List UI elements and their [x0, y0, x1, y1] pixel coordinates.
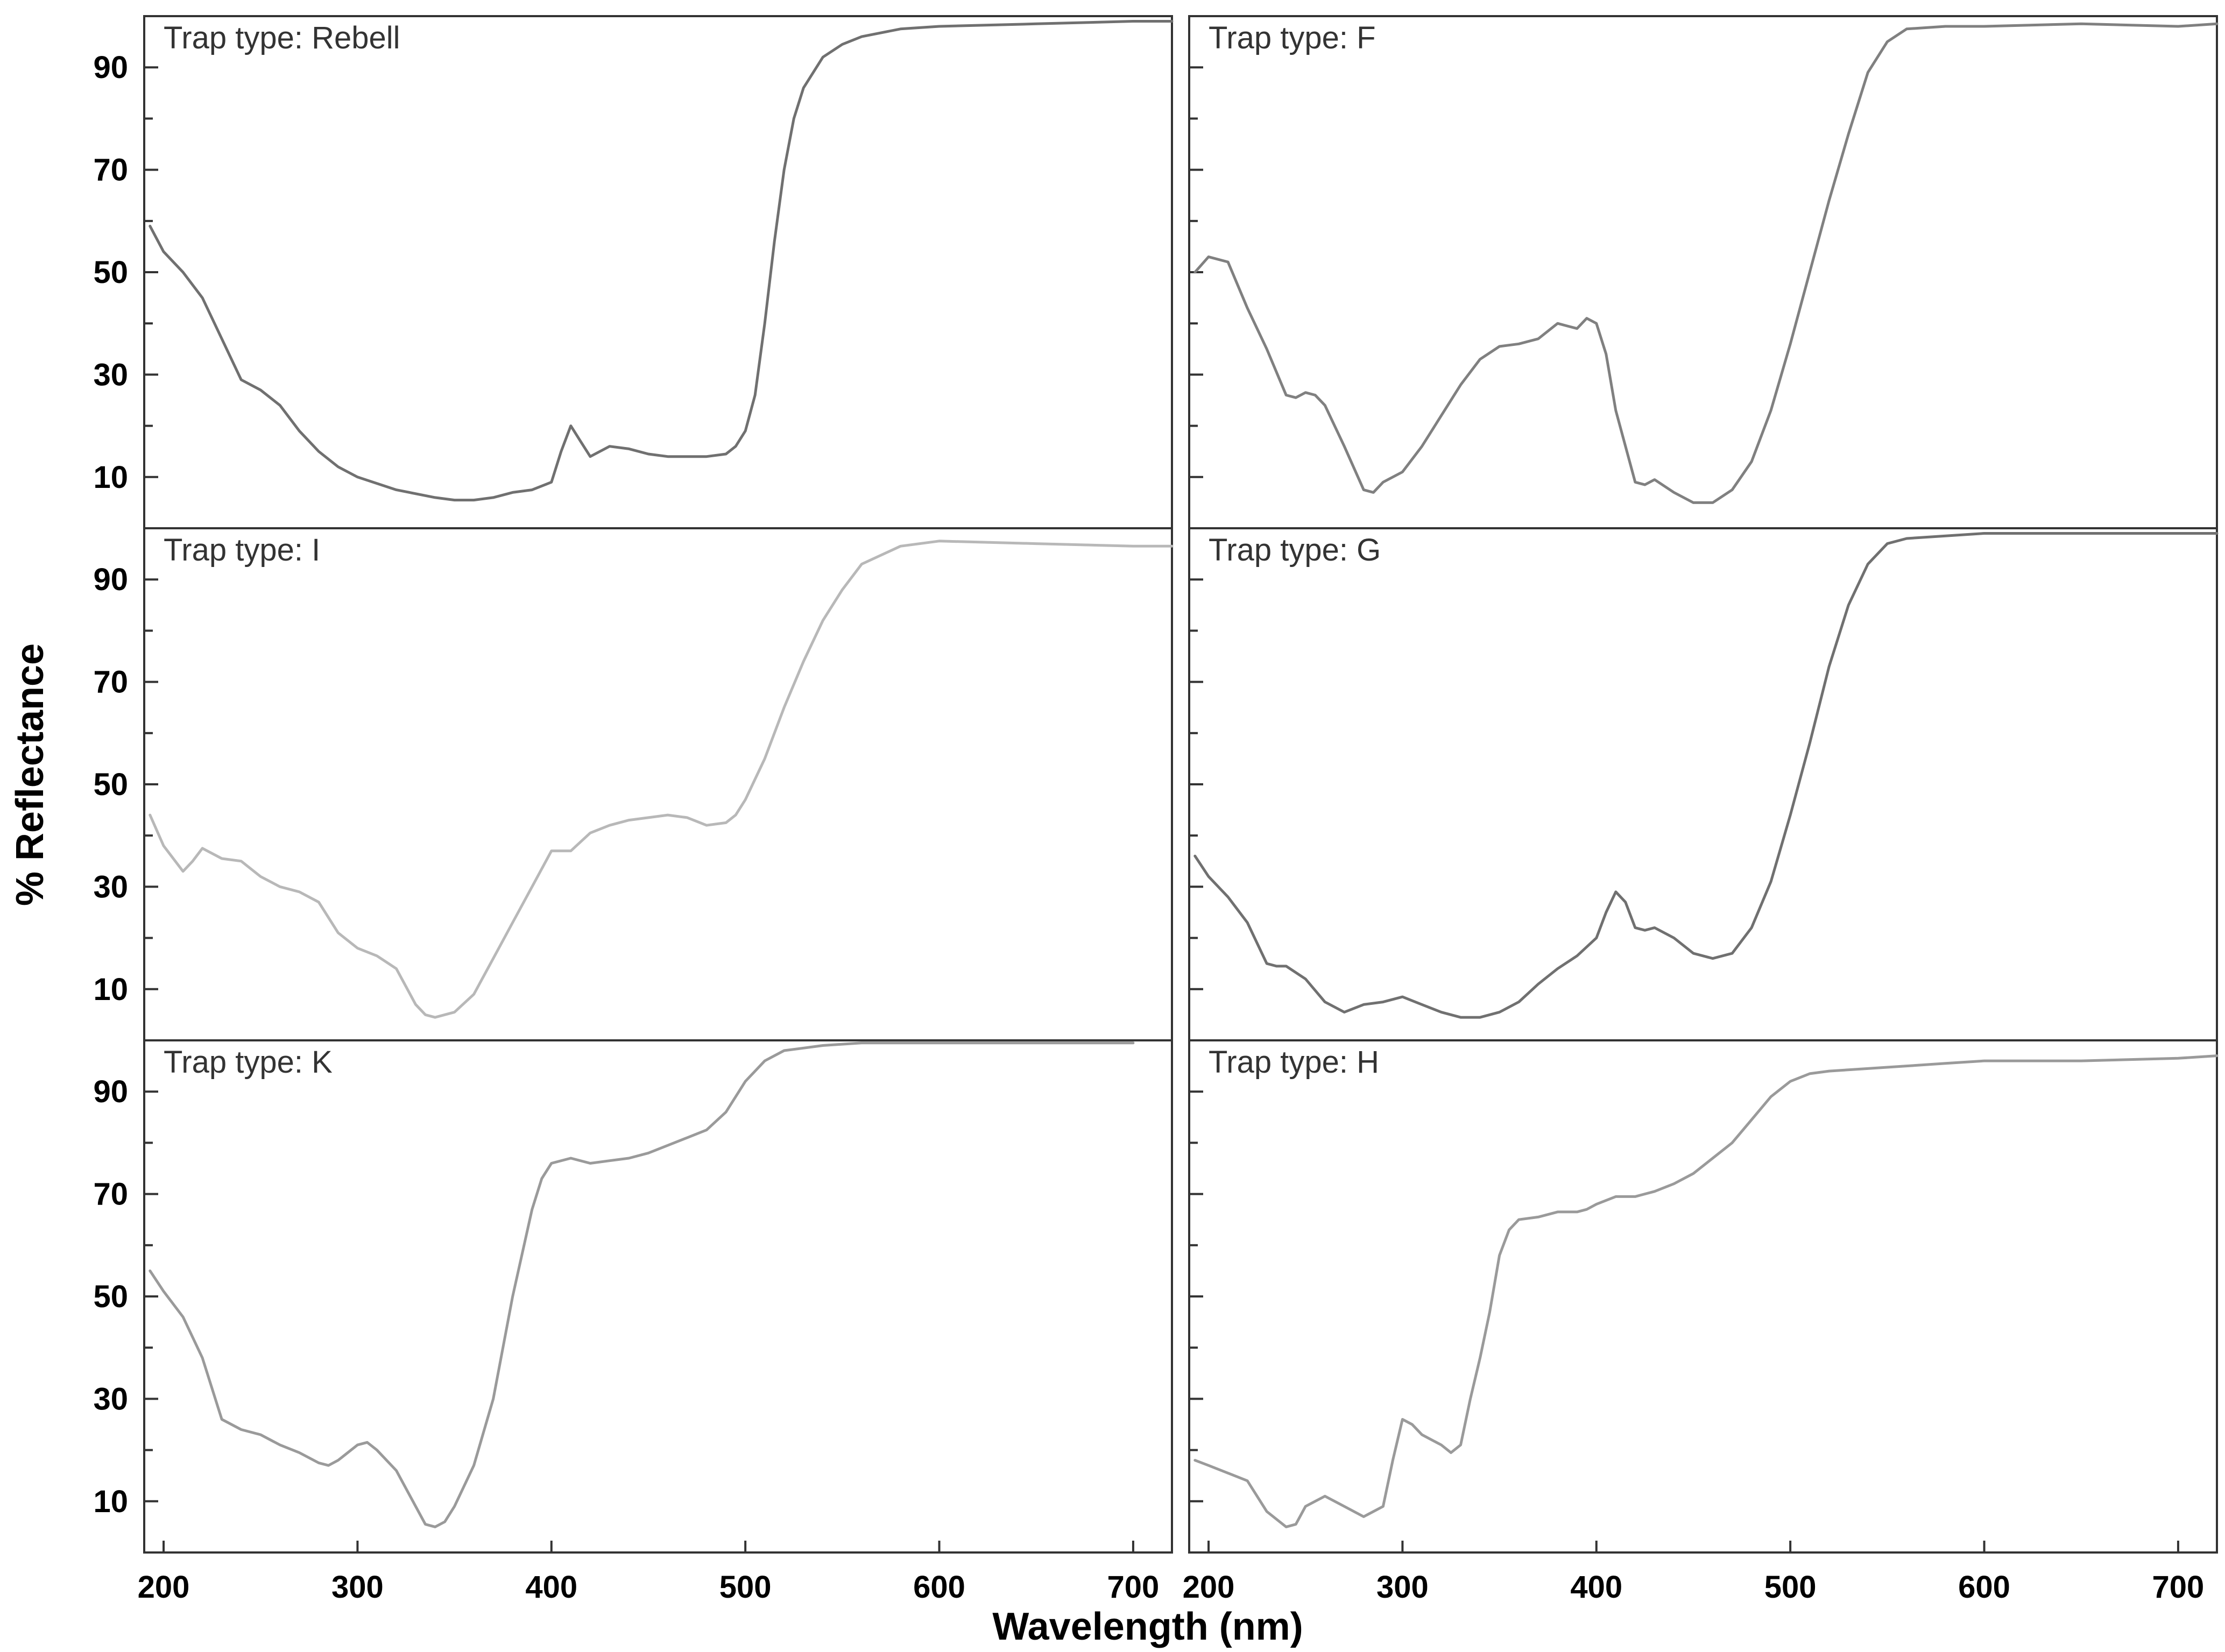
x-tick-label: 300: [1376, 1570, 1429, 1605]
x-tick-label: 500: [1764, 1570, 1817, 1605]
y-tick-label: 90: [93, 562, 128, 597]
y-tick-label: 90: [93, 1074, 128, 1109]
x-axis-title: Wavelength (nm): [992, 1605, 1303, 1648]
y-tick-label: 70: [93, 665, 128, 700]
x-tick-label: 600: [913, 1570, 965, 1605]
panel-3: Trap type: I: [143, 527, 1174, 1041]
y-tick-label: 50: [93, 1279, 128, 1314]
panel-frame: [1188, 527, 2218, 1041]
y-tick-label: 50: [93, 255, 128, 290]
x-tick-label: 500: [719, 1570, 772, 1605]
panel-frame: [1188, 1039, 2218, 1554]
x-tick-label: 400: [525, 1570, 577, 1605]
panel-frame: [143, 527, 1173, 1041]
x-tick-label: 700: [1107, 1570, 1160, 1605]
panel-2: Trap type: F: [1188, 15, 2219, 529]
panel-frame: [1188, 15, 2218, 529]
y-tick-label: 10: [93, 972, 128, 1007]
x-tick-label: 300: [331, 1570, 384, 1605]
y-tick-label: 50: [93, 767, 128, 802]
reflectance-curve: [149, 540, 1174, 1019]
panel-4: Trap type: G: [1188, 527, 2219, 1041]
reflectance-curve: [1193, 532, 2219, 1019]
y-tick-label: 30: [93, 869, 128, 904]
panel-label: Trap type: G: [1209, 533, 1381, 568]
reflectance-curve: [1193, 22, 2219, 504]
y-tick-label: 30: [93, 357, 128, 392]
panel-6: Trap type: H: [1188, 1039, 2219, 1554]
y-tick-label: 10: [93, 460, 128, 495]
panel-5: Trap type: K: [143, 1039, 1173, 1554]
panel-label: Trap type: Rebell: [164, 20, 400, 55]
x-tick-label: 200: [1183, 1570, 1235, 1605]
panel-frame: [143, 15, 1173, 529]
panel-label: Trap type: I: [164, 533, 320, 568]
x-tick-label: 200: [138, 1570, 190, 1605]
y-tick-label: 70: [93, 1177, 128, 1212]
reflectance-curve: [1193, 1054, 2219, 1528]
y-tick-label: 90: [93, 50, 128, 85]
panel-label: Trap type: H: [1209, 1045, 1379, 1080]
reflectance-curve: [149, 20, 1174, 502]
panel-frame: [143, 1039, 1173, 1554]
panel-label: Trap type: K: [164, 1045, 333, 1080]
x-tick-label: 400: [1570, 1570, 1622, 1605]
x-tick-label: 700: [2152, 1570, 2205, 1605]
y-tick-label: 10: [93, 1484, 128, 1519]
y-tick-label: 70: [93, 153, 128, 188]
y-axis-title: % Reflectance: [9, 643, 52, 906]
x-tick-label: 600: [1958, 1570, 2010, 1605]
panel-label: Trap type: F: [1209, 20, 1376, 55]
y-tick-label: 30: [93, 1381, 128, 1416]
reflectance-curve: [149, 1041, 1135, 1528]
panel-1: Trap type: Rebell: [143, 15, 1174, 529]
